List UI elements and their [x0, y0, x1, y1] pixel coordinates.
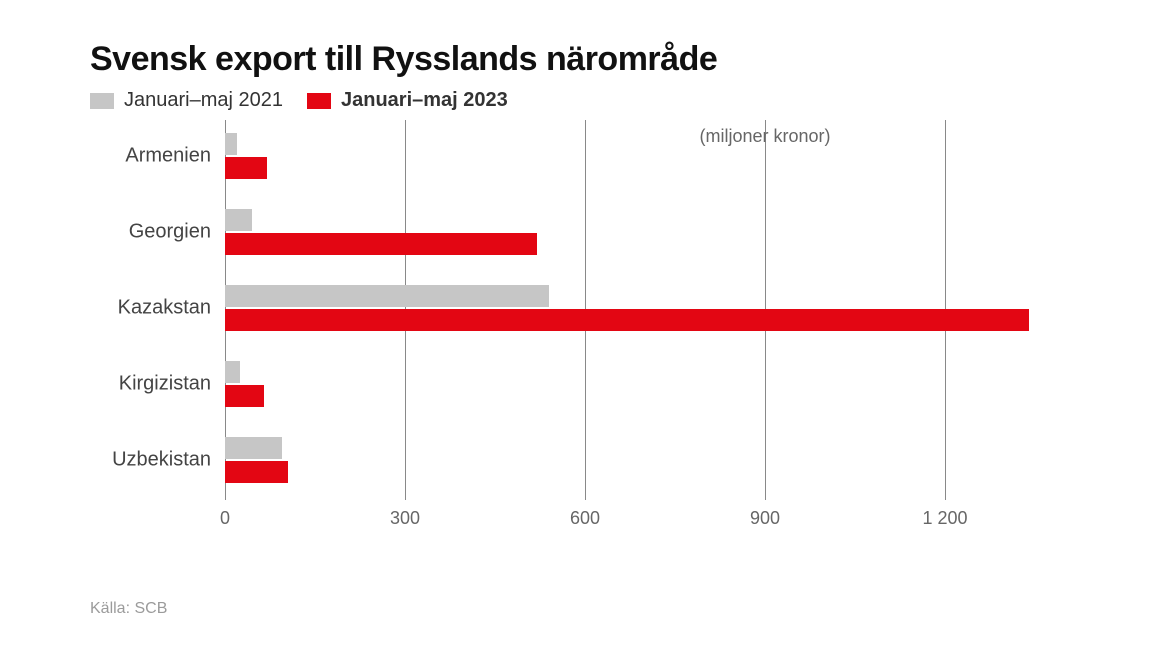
- legend-label-0: Januari–maj 2021: [124, 89, 283, 112]
- x-tick-label: 900: [750, 500, 780, 529]
- category-row: Uzbekistan: [225, 424, 1035, 496]
- legend: Januari–maj 2021 Januari–maj 2023: [90, 89, 1102, 112]
- chart-title: Svensk export till Rysslands närområde: [90, 40, 1102, 79]
- x-tick-label: 0: [220, 500, 230, 529]
- category-label: Uzbekistan: [112, 449, 225, 472]
- bar: [225, 233, 537, 255]
- plot-area: 03006009001 200(miljoner kronor)Armenien…: [225, 120, 1035, 500]
- bar: [225, 133, 237, 155]
- bar: [225, 361, 240, 383]
- source-label: Källa: SCB: [90, 600, 167, 618]
- legend-swatch-0: [90, 93, 114, 109]
- bar: [225, 157, 267, 179]
- legend-item-0: Januari–maj 2021: [90, 89, 283, 112]
- legend-item-1: Januari–maj 2023: [307, 89, 508, 112]
- chart-area: 03006009001 200(miljoner kronor)Armenien…: [90, 120, 1035, 530]
- category-row: Armenien: [225, 120, 1035, 192]
- x-tick-label: 300: [390, 500, 420, 529]
- category-row: Kazakstan: [225, 272, 1035, 344]
- legend-label-1: Januari–maj 2023: [341, 89, 508, 112]
- bar: [225, 385, 264, 407]
- category-label: Armenien: [125, 145, 225, 168]
- bar: [225, 209, 252, 231]
- legend-swatch-1: [307, 93, 331, 109]
- x-tick-label: 600: [570, 500, 600, 529]
- category-label: Georgien: [129, 221, 225, 244]
- bar: [225, 461, 288, 483]
- category-label: Kazakstan: [118, 297, 225, 320]
- x-tick-label: 1 200: [922, 500, 967, 529]
- category-row: Kirgizistan: [225, 348, 1035, 420]
- bar: [225, 285, 549, 307]
- category-label: Kirgizistan: [119, 373, 225, 396]
- bar: [225, 309, 1029, 331]
- chart-container: Svensk export till Rysslands närområde J…: [0, 0, 1152, 648]
- bar: [225, 437, 282, 459]
- category-row: Georgien: [225, 196, 1035, 268]
